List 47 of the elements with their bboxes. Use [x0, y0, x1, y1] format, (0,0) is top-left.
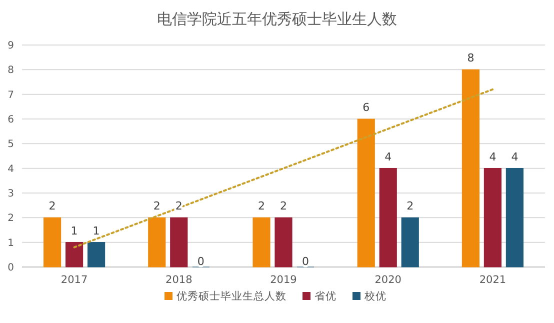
bar — [379, 168, 397, 268]
data-label: 8 — [467, 52, 474, 65]
data-label: 4 — [489, 150, 496, 164]
data-label: 0 — [197, 255, 204, 268]
bar — [88, 242, 106, 268]
line-series — [73, 88, 494, 248]
x-tick-label: 2017 — [60, 274, 88, 286]
bar — [462, 69, 480, 268]
data-label: 2 — [280, 200, 287, 213]
x-tick-label: 2021 — [479, 274, 506, 286]
bar — [66, 242, 84, 268]
data-label: 4 — [511, 150, 518, 164]
bar — [506, 168, 524, 268]
data-label: 2 — [258, 200, 265, 213]
data-label: 0 — [302, 255, 309, 268]
y-tick-label: 1 — [8, 238, 14, 249]
bar — [44, 217, 62, 268]
bar — [274, 217, 292, 268]
data-label: 2 — [153, 200, 160, 213]
data-label: 2 — [406, 200, 414, 213]
data-label: 2 — [48, 200, 56, 213]
bar — [484, 168, 502, 268]
y-tick-label: 5 — [8, 139, 14, 150]
y-tick-label: 2 — [8, 213, 14, 224]
legend-label: 校优 — [364, 290, 386, 303]
legend-label: 优秀硕士毕业生总人数 — [176, 290, 286, 303]
y-tick-label: 9 — [8, 40, 14, 52]
chart-title: 电信学院近五年优秀硕士毕业生人数 — [157, 10, 397, 28]
bar — [252, 217, 270, 268]
data-label: 1 — [92, 224, 100, 238]
data-label: 4 — [384, 150, 392, 164]
y-tick-label: 3 — [8, 188, 14, 200]
bar — [401, 217, 419, 268]
bar — [148, 217, 166, 268]
legend-label: 省优 — [314, 290, 336, 303]
x-tick-label: 2018 — [166, 274, 192, 286]
y-tick-label: 4 — [8, 164, 14, 175]
data-label: 1 — [70, 224, 78, 238]
bar — [357, 118, 375, 268]
data-label: 6 — [362, 101, 370, 114]
bar — [170, 217, 188, 268]
y-tick-label: 7 — [8, 90, 14, 101]
x-tick-label: 2019 — [270, 274, 297, 286]
y-tick-label: 6 — [8, 114, 14, 126]
y-tick-label: 0 — [8, 262, 14, 274]
x-tick-label: 2020 — [374, 274, 402, 286]
y-tick-label: 8 — [8, 65, 14, 76]
